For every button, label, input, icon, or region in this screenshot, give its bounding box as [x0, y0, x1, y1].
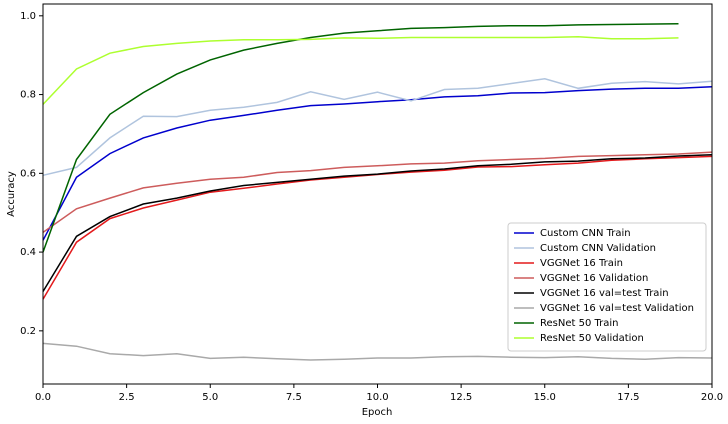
- series-line: [42, 22, 679, 253]
- series-line: [42, 342, 713, 361]
- x-tick-label: 0.0: [35, 392, 51, 403]
- x-tick-label: 10.0: [366, 392, 388, 403]
- x-tick-label: 5.0: [202, 392, 218, 403]
- x-tick-label: 7.5: [286, 392, 302, 403]
- legend-label: ResNet 50 Train: [540, 318, 619, 329]
- x-tick-label: 12.5: [450, 392, 472, 403]
- legend-label: Custom CNN Validation: [540, 243, 656, 254]
- y-tick-label: 0.4: [20, 247, 36, 258]
- series-line: [42, 35, 679, 105]
- series-line: [42, 151, 713, 234]
- legend-label: Custom CNN Train: [540, 228, 631, 239]
- plot-frame: [42, 3, 713, 385]
- x-tick-label: 15.0: [534, 392, 556, 403]
- x-axis-label: Epoch: [362, 407, 393, 418]
- legend-label: ResNet 50 Validation: [540, 333, 644, 344]
- y-tick-label: 0.8: [20, 90, 36, 101]
- series-line: [42, 78, 713, 177]
- legend-label: VGGNet 16 Validation: [540, 273, 648, 284]
- y-tick-label: 1.0: [20, 11, 36, 22]
- x-tick-label: 20.0: [701, 392, 723, 403]
- y-axis-label: Accuracy: [6, 171, 17, 217]
- series-line: [42, 85, 713, 241]
- legend-box: [507, 222, 707, 352]
- x-tick-label: 17.5: [617, 392, 639, 403]
- series-line: [42, 154, 713, 292]
- x-tick-label: 2.5: [119, 392, 135, 403]
- y-tick-label: 0.6: [20, 168, 36, 179]
- legend-label: VGGNet 16 Train: [540, 258, 623, 269]
- legend-label: VGGNet 16 val=test Validation: [540, 303, 694, 314]
- legend-label: VGGNet 16 val=test Train: [540, 288, 669, 299]
- y-tick-label: 0.2: [20, 326, 36, 337]
